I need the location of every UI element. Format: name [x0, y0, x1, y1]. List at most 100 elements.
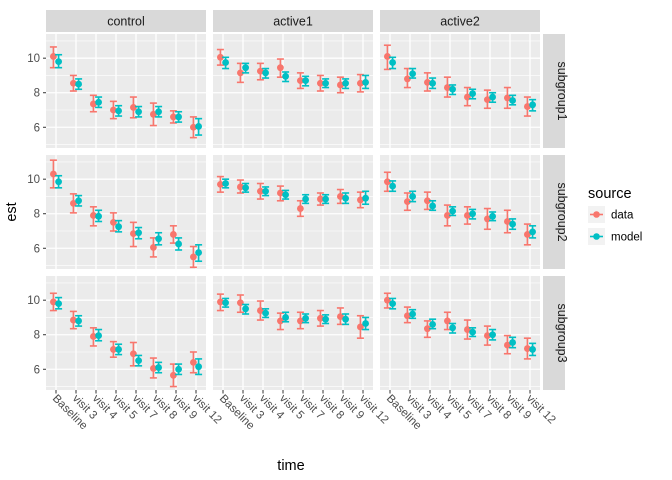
model-point [135, 108, 143, 116]
row-strip-label: subgroup3 [555, 303, 569, 362]
data-point [297, 317, 304, 325]
model-point [469, 210, 476, 218]
model-point [362, 320, 369, 327]
model-point [469, 328, 476, 336]
data-point [217, 298, 224, 306]
model-point [282, 72, 289, 80]
model-point [302, 314, 309, 322]
facet-panel [213, 155, 373, 269]
model-point [155, 235, 163, 243]
data-point [357, 323, 364, 331]
y-axis-tick-label: 6 [34, 122, 40, 134]
model-point [322, 195, 329, 203]
y-axis-tick-label: 6 [34, 364, 40, 376]
data-point [277, 189, 284, 197]
legend-title: source [588, 186, 632, 202]
model-point [529, 346, 536, 353]
data-point [277, 317, 284, 325]
model-point [55, 178, 62, 186]
data-point [90, 212, 97, 219]
model-point [389, 182, 396, 190]
y-axis-title: est [4, 202, 20, 221]
data-point [317, 314, 324, 322]
model-point [135, 357, 143, 365]
model-point [362, 78, 369, 86]
model-point [115, 223, 122, 231]
facet-panel [46, 155, 206, 269]
model-point [175, 113, 183, 121]
model-point [409, 70, 416, 78]
model-point [449, 324, 456, 332]
model-point [242, 64, 250, 72]
model-point [175, 365, 183, 373]
model-point [529, 228, 536, 236]
data-point [150, 110, 157, 118]
model-point [342, 79, 349, 87]
data-point [50, 298, 57, 306]
model-point [529, 101, 536, 109]
data-point [357, 79, 364, 87]
row-strip [543, 276, 565, 390]
y-axis-tick-label: 8 [34, 330, 40, 342]
model-point [95, 98, 102, 106]
data-point [464, 326, 471, 333]
data-point [444, 212, 451, 219]
data-point [424, 325, 431, 333]
model-point [195, 123, 203, 130]
data-point [404, 312, 411, 320]
data-point [337, 81, 344, 89]
data-point [190, 253, 197, 261]
legend-label: data [611, 210, 634, 222]
data-point [504, 94, 511, 102]
model-point [282, 191, 289, 199]
data-point [130, 230, 137, 237]
data-point [237, 183, 244, 191]
model-point [262, 309, 269, 317]
data-point [130, 104, 137, 111]
model-point [55, 300, 62, 308]
data-point [150, 365, 157, 372]
model-point [115, 346, 122, 353]
data-point [384, 296, 391, 304]
legend-key-point [593, 211, 600, 218]
data-point [484, 332, 491, 339]
y-axis-tick-label: 10 [27, 174, 40, 186]
model-point [302, 195, 309, 203]
data-point [70, 199, 77, 207]
legend-key-point [593, 233, 600, 240]
model-point [362, 194, 369, 202]
model-point [262, 187, 269, 195]
facet-panel [380, 155, 540, 269]
model-point [509, 220, 516, 228]
data-point [424, 197, 431, 205]
model-point [135, 229, 143, 237]
data-point [317, 79, 324, 87]
model-point [469, 90, 476, 97]
model-point [509, 339, 516, 346]
column-strip [213, 10, 373, 32]
data-point [464, 93, 471, 101]
model-point [489, 93, 496, 101]
data-point [444, 317, 451, 325]
model-point [75, 80, 82, 88]
row-strip-label: subgroup1 [555, 61, 569, 120]
model-point [429, 202, 436, 210]
data-point [524, 231, 531, 238]
model-point [222, 299, 230, 307]
y-axis-tick-label: 6 [34, 243, 40, 255]
data-point [357, 196, 364, 204]
model-point [429, 79, 436, 87]
data-point [170, 231, 177, 238]
x-axis-title: time [277, 458, 304, 474]
model-point [449, 207, 456, 215]
facet-panel [380, 34, 540, 148]
column-strip-label: active2 [440, 15, 480, 29]
data-point [424, 78, 431, 86]
column-strip-label: active1 [273, 15, 313, 29]
facet-panel [46, 276, 206, 390]
model-point [95, 212, 102, 220]
data-point [190, 358, 197, 366]
data-point [190, 123, 197, 131]
